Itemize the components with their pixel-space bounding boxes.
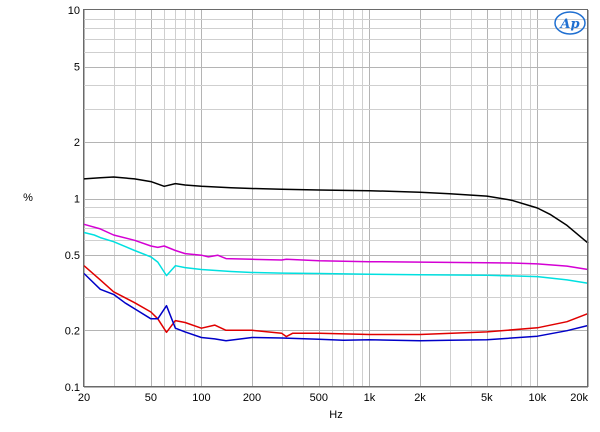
ap-logo-ring bbox=[554, 11, 586, 35]
series-line-4 bbox=[83, 265, 589, 338]
series-line-3 bbox=[83, 231, 589, 285]
x-tick-label: 50 bbox=[145, 392, 157, 404]
series-line-5 bbox=[83, 272, 589, 342]
y-tick-label: 10 bbox=[68, 5, 80, 17]
y-tick-label: 5 bbox=[74, 62, 80, 74]
x-tick-label: 1k bbox=[364, 392, 376, 404]
series-line-2 bbox=[83, 223, 589, 271]
y-axis-label: % bbox=[23, 192, 33, 204]
ap-logo-text: Ap bbox=[558, 17, 579, 32]
x-tick-label: 100 bbox=[192, 392, 210, 404]
x-tick-label: 5k bbox=[481, 392, 493, 404]
y-tick-label: 0.1 bbox=[65, 382, 80, 394]
x-axis-label: Hz bbox=[329, 409, 342, 421]
x-tick-label: 500 bbox=[310, 392, 328, 404]
x-tick-label: 20 bbox=[78, 392, 90, 404]
x-tick-label: 2k bbox=[414, 392, 426, 404]
y-tick-label: 0.2 bbox=[65, 325, 80, 337]
y-tick-labels: 0.1 0.2 0.5 1 2 5 10 bbox=[65, 5, 80, 394]
y-tick-label: 0.5 bbox=[65, 250, 80, 262]
series-group bbox=[83, 176, 589, 342]
grid bbox=[84, 10, 589, 388]
series-line-1 bbox=[83, 176, 589, 244]
plot-frame bbox=[83, 9, 588, 387]
ap-logo: Ap bbox=[554, 11, 586, 35]
x-tick-label: 20k bbox=[570, 392, 588, 404]
x-tick-labels: 20 50 100 200 500 1k 2k 5k 10k 20k bbox=[78, 392, 589, 404]
y-tick-label: 1 bbox=[74, 194, 80, 206]
x-tick-label: 10k bbox=[529, 392, 547, 404]
x-tick-label: 200 bbox=[243, 392, 261, 404]
y-tick-label: 2 bbox=[74, 137, 80, 149]
